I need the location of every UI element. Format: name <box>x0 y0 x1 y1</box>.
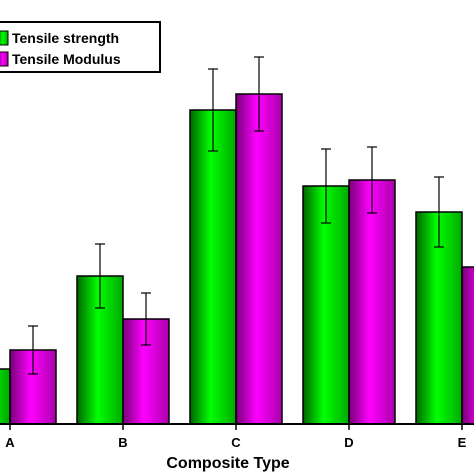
bar-tensile-modulus-C <box>235 93 283 425</box>
x-tick-label-E: E <box>458 435 467 450</box>
x-axis-title: Composite Type <box>166 455 289 472</box>
legend: Tensile strength Tensile Modulus <box>0 21 161 73</box>
error-bar-tensile-modulus-B <box>141 292 151 346</box>
x-tick-label-B: B <box>118 435 127 450</box>
x-tick-label-C: C <box>231 435 241 450</box>
error-bar-tensile-modulus-A <box>28 325 38 375</box>
bar-tensile-modulus-E <box>461 266 474 425</box>
error-bars-layer <box>28 56 444 375</box>
legend-swatch-tensile-modulus <box>0 51 9 67</box>
bar-tensile-modulus-D <box>348 179 396 425</box>
x-tick-label-D: D <box>344 435 353 450</box>
legend-label-tensile-strength: Tensile strength <box>12 30 119 46</box>
bar-tensile-strength-C <box>189 109 237 425</box>
error-bar-tensile-strength-E <box>434 176 444 248</box>
legend-label-tensile-modulus: Tensile Modulus <box>12 51 121 67</box>
legend-swatch-tensile-strength <box>0 30 9 46</box>
bar-tensile-strength-A <box>0 368 11 425</box>
x-tick-labels: A B C D E <box>5 424 467 450</box>
error-bar-tensile-modulus-C <box>254 56 264 132</box>
error-bar-tensile-strength-C <box>208 68 218 152</box>
bars-layer <box>0 93 474 425</box>
x-tick-label-A: A <box>5 435 15 450</box>
legend-box <box>0 21 161 73</box>
error-bar-tensile-modulus-D <box>367 146 377 214</box>
error-bar-tensile-strength-D <box>321 148 331 224</box>
error-bar-tensile-strength-B <box>95 243 105 309</box>
